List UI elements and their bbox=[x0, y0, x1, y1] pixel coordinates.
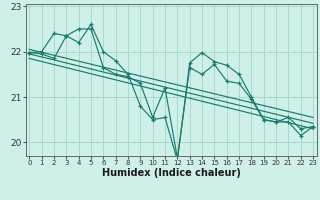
X-axis label: Humidex (Indice chaleur): Humidex (Indice chaleur) bbox=[102, 168, 241, 178]
